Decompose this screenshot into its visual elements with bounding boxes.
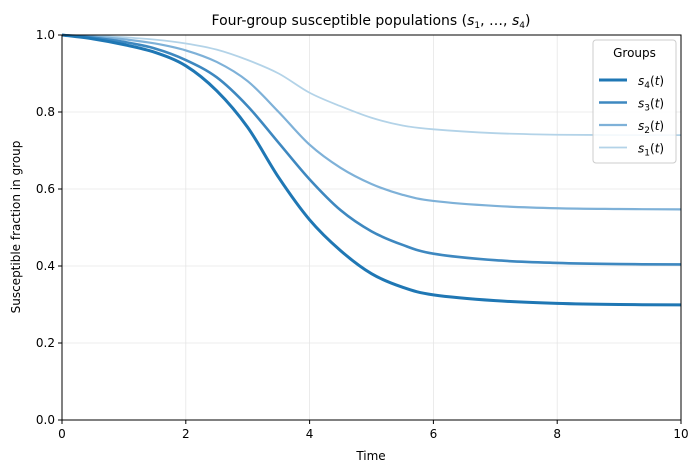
legend-label: s3(t) — [638, 97, 664, 114]
x-tick-label: 10 — [673, 427, 688, 441]
title-sub4: 4 — [519, 21, 525, 31]
x-tick-label: 2 — [182, 427, 190, 441]
title-close: ) — [525, 13, 530, 29]
x-tick-label: 0 — [58, 427, 66, 441]
y-axis-label: Susceptible fraction in group — [9, 141, 23, 314]
y-tick-label: 0.2 — [36, 336, 55, 350]
legend-box — [592, 39, 677, 164]
series-line-s2t — [61, 33, 682, 211]
title-s2: s — [512, 13, 519, 29]
y-tick-label: 1.0 — [36, 28, 55, 42]
title-sub1: 1 — [474, 21, 480, 31]
y-tick-label: 0.6 — [36, 182, 55, 196]
x-axis-label: Time — [355, 449, 385, 463]
legend-title: Groups — [613, 46, 656, 60]
y-tick-label: 0.4 — [36, 259, 55, 273]
y-tick-label: 0.8 — [36, 105, 55, 119]
plot-area: 0 2 4 6 8 10 0.0 0.2 0.4 0.6 0.8 1.0 Groups s4(t) s3(t… — [36, 28, 689, 441]
title-sep: , …, — [480, 13, 512, 29]
plot-frame — [61, 34, 682, 421]
x-tick-label: 6 — [430, 427, 438, 441]
x-tick-label: 8 — [553, 427, 561, 441]
series-line-s4t — [61, 33, 682, 307]
title-s: s — [467, 13, 474, 29]
legend-label: s4(t) — [638, 74, 664, 91]
legend-label: s1(t) — [638, 142, 664, 159]
legend-label: s2(t) — [638, 119, 664, 136]
title-main: Four-group susceptible populations ( — [212, 13, 468, 29]
chart-title: Four-group susceptible populations (s1, … — [212, 13, 531, 31]
x-tick-label: 4 — [306, 427, 314, 441]
series-line-s1t — [61, 34, 682, 137]
y-tick-label: 0.0 — [36, 413, 55, 427]
series-line-s3t — [61, 33, 682, 266]
